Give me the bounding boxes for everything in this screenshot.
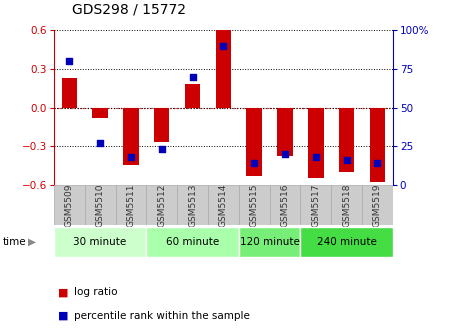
Bar <box>239 185 269 225</box>
Text: time: time <box>2 237 26 247</box>
Bar <box>54 185 85 225</box>
Text: GSM5515: GSM5515 <box>250 183 259 227</box>
Point <box>312 154 319 160</box>
Text: GSM5518: GSM5518 <box>342 183 351 227</box>
Text: GSM5513: GSM5513 <box>188 183 197 227</box>
Bar <box>331 185 362 225</box>
Bar <box>115 185 146 225</box>
Bar <box>277 108 293 157</box>
Point <box>251 161 258 166</box>
Bar <box>239 227 300 257</box>
Text: 60 minute: 60 minute <box>166 237 219 247</box>
Bar <box>247 108 262 176</box>
Point <box>128 154 135 160</box>
Point <box>189 74 196 79</box>
Bar <box>208 185 239 225</box>
Point <box>220 43 227 48</box>
Bar <box>123 108 139 165</box>
Text: ■: ■ <box>58 287 69 297</box>
Bar <box>339 108 354 172</box>
Bar <box>146 185 177 225</box>
Point <box>66 58 73 64</box>
Bar <box>300 227 393 257</box>
Text: GSM5516: GSM5516 <box>281 183 290 227</box>
Text: GSM5509: GSM5509 <box>65 183 74 227</box>
Bar <box>177 185 208 225</box>
Bar <box>308 108 324 178</box>
Bar <box>269 185 300 225</box>
Text: ■: ■ <box>58 311 69 321</box>
Text: 240 minute: 240 minute <box>317 237 377 247</box>
Bar <box>54 227 146 257</box>
Text: percentile rank within the sample: percentile rank within the sample <box>74 311 250 321</box>
Bar <box>92 108 108 118</box>
Text: 120 minute: 120 minute <box>240 237 299 247</box>
Bar <box>370 108 385 182</box>
Point <box>282 151 289 157</box>
Bar <box>300 185 331 225</box>
Text: GSM5519: GSM5519 <box>373 183 382 227</box>
Bar <box>216 28 231 108</box>
Text: GSM5510: GSM5510 <box>96 183 105 227</box>
Text: ▶: ▶ <box>28 237 36 247</box>
Point <box>343 157 350 163</box>
Bar <box>154 108 169 142</box>
Bar <box>62 78 77 108</box>
Text: GSM5512: GSM5512 <box>157 183 166 227</box>
Text: GDS298 / 15772: GDS298 / 15772 <box>72 3 186 17</box>
Bar <box>185 84 200 108</box>
Point <box>158 146 165 152</box>
Text: GSM5514: GSM5514 <box>219 183 228 227</box>
Text: GSM5511: GSM5511 <box>127 183 136 227</box>
Text: 30 minute: 30 minute <box>74 237 127 247</box>
Point <box>97 140 104 146</box>
Point <box>374 161 381 166</box>
Bar <box>85 185 115 225</box>
Text: log ratio: log ratio <box>74 287 118 297</box>
Bar <box>146 227 239 257</box>
Bar <box>362 185 393 225</box>
Text: GSM5517: GSM5517 <box>311 183 320 227</box>
